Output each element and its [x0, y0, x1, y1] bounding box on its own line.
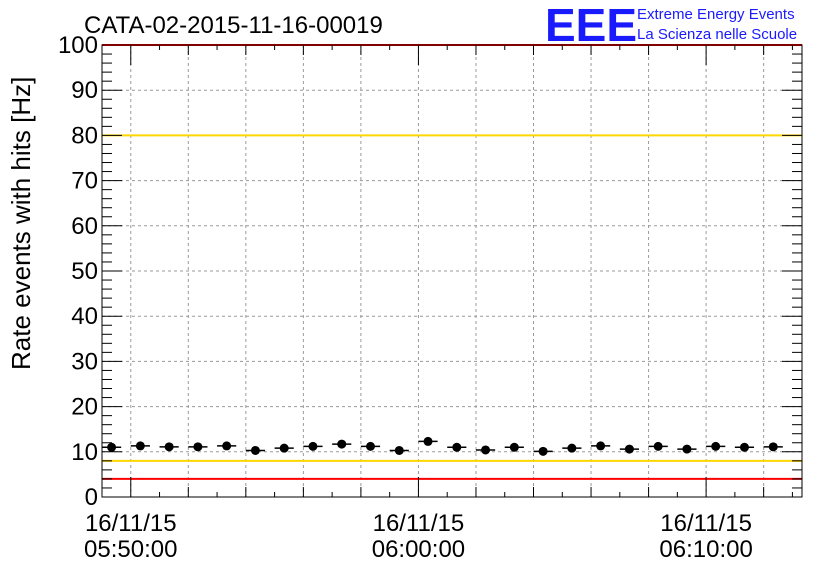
data-point — [423, 436, 433, 446]
data-point — [768, 442, 778, 452]
reference-lines — [102, 44, 802, 480]
y-tick-label: 90 — [71, 77, 98, 104]
y-tick-labels: 0 10 20 30 40 50 60 70 80 90 100 — [58, 32, 98, 511]
data-point — [452, 442, 462, 452]
x-tick-labels: 16/11/1505:50:0016/11/1506:00:0016/11/15… — [84, 510, 753, 563]
x-tick-label-time: 05:50:00 — [84, 536, 177, 563]
data-point — [222, 441, 232, 451]
data-point — [711, 441, 721, 451]
data-point — [596, 441, 606, 451]
data-point — [538, 446, 548, 456]
data-point — [509, 442, 519, 452]
plot-frame — [101, 44, 803, 498]
y-tick-label: 10 — [71, 439, 98, 466]
y-axis-label: Rate events with hits [Hz] — [6, 77, 36, 370]
x-tick-label-date: 16/11/15 — [85, 510, 177, 537]
data-points — [102, 436, 783, 456]
data-point — [250, 445, 260, 455]
eee-logo-line1: Extreme Energy Events — [637, 6, 795, 23]
x-tick-label-date: 16/11/15 — [373, 510, 465, 537]
data-point — [481, 445, 491, 455]
y-tick-label: 0 — [85, 484, 98, 511]
data-point — [164, 442, 174, 452]
data-point — [279, 443, 289, 453]
y-tick-label: 40 — [71, 303, 98, 330]
grid — [102, 45, 802, 497]
y-tick-label: 60 — [71, 213, 98, 240]
data-point — [337, 439, 347, 449]
data-point — [567, 443, 577, 453]
eee-logo-mark: EEE — [545, 0, 637, 51]
data-point — [365, 441, 375, 451]
data-point — [682, 444, 692, 454]
x-tick-label-date: 16/11/15 — [660, 510, 752, 537]
data-point — [193, 442, 203, 452]
data-point — [394, 445, 404, 455]
y-tick-label: 80 — [71, 122, 98, 149]
data-point — [624, 444, 634, 454]
data-point — [308, 441, 318, 451]
data-point — [739, 442, 749, 452]
y-tick-label: 20 — [71, 394, 98, 421]
data-point — [107, 442, 117, 452]
y-tick-label: 100 — [58, 32, 98, 59]
y-tick-label: 50 — [71, 258, 98, 285]
x-tick-label-time: 06:10:00 — [659, 536, 752, 563]
chart-title: CATA-02-2015-11-16-00019 — [84, 12, 383, 39]
y-tick-label: 30 — [71, 348, 98, 375]
y-tick-label: 70 — [71, 168, 98, 195]
x-tick-label-time: 06:00:00 — [372, 536, 465, 563]
data-point — [653, 441, 663, 451]
data-point — [135, 441, 145, 451]
axis-ticks — [101, 44, 802, 498]
eee-logo: EEE Extreme Energy Events La Scienza nel… — [545, 0, 797, 51]
eee-logo-line2: La Scienza nelle Scuole — [637, 26, 797, 43]
